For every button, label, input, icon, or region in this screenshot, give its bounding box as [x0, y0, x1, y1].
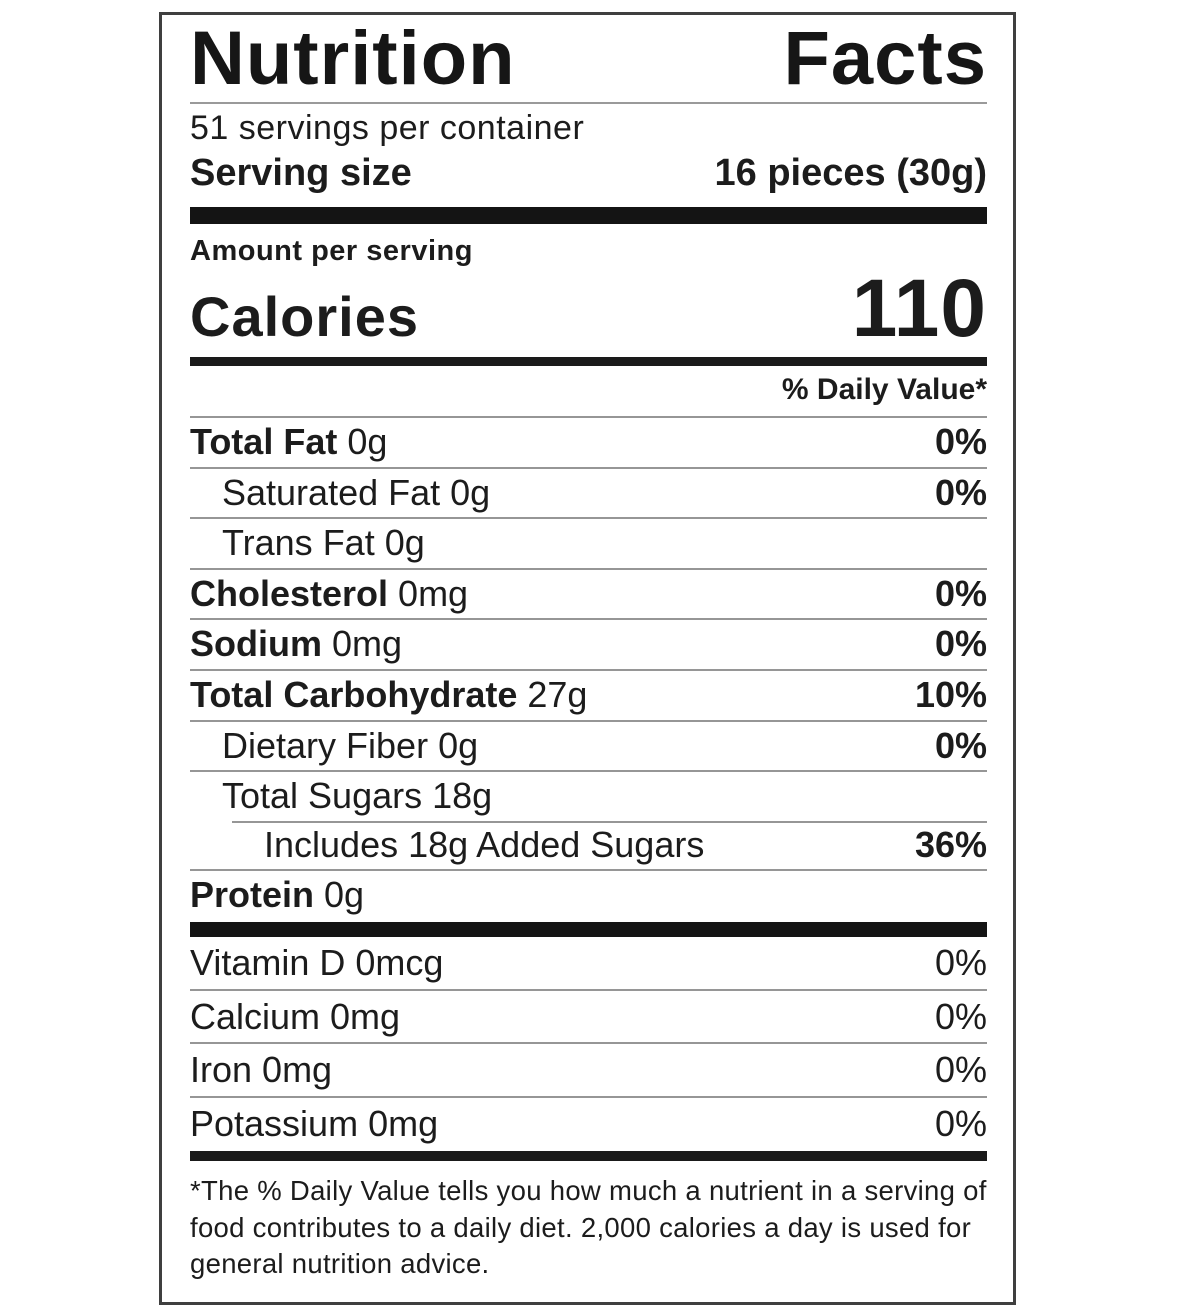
- micronutrient-name-group: Iron 0mg: [190, 1050, 332, 1090]
- calories-value: 110: [851, 263, 987, 355]
- servings-per-container: 51 servings per container: [190, 109, 585, 148]
- divider-medium-calories: [190, 357, 987, 367]
- nutrition-facts-label: Nutrition Facts 51 servings per containe…: [159, 12, 1016, 1305]
- micronutrient-daily-value: 0%: [934, 941, 987, 983]
- micronutrient-row-vitamin-d: Vitamin D 0mcg 0%: [190, 937, 987, 989]
- nutrient-name: Total Carbohydrate: [190, 674, 518, 716]
- nutrient-name-group: Total Fat 0g: [190, 422, 387, 462]
- micronutrient-name-group: Potassium 0mg: [190, 1104, 438, 1144]
- calories-label: Calories: [190, 285, 419, 349]
- nutrient-row-added-sugars: Includes 18g Added Sugars 36%: [190, 820, 987, 870]
- nutrient-name: Includes 18g Added Sugars: [264, 823, 705, 865]
- nutrient-amount: 0g: [347, 421, 388, 463]
- nutrient-name: Total Sugars: [222, 775, 423, 817]
- divider-thick-bottom: [190, 921, 987, 937]
- nutrient-amount: 0mg: [398, 572, 469, 614]
- nutrient-name-group: Dietary Fiber 0g: [190, 726, 478, 766]
- nutrient-name: Dietary Fiber: [222, 724, 429, 766]
- calories-row: Calories 110: [190, 263, 987, 355]
- nutrient-row-trans-fat: Trans Fat 0g: [190, 517, 987, 568]
- nutrient-name-group: Total Sugars 18g: [190, 776, 492, 816]
- divider-medium-bottom: [190, 1151, 987, 1162]
- nutrient-name-group: Includes 18g Added Sugars: [190, 825, 704, 865]
- nutrient-row-cholesterol: Cholesterol 0mg 0%: [190, 567, 987, 619]
- nutrient-daily-value: 0%: [934, 572, 987, 614]
- nutrient-name-group: Cholesterol 0mg: [190, 574, 468, 614]
- nutrient-daily-value: 0%: [934, 421, 987, 463]
- micronutrient-daily-value: 0%: [934, 1102, 987, 1144]
- nutrient-name-group: Protein 0g: [190, 875, 364, 915]
- micronutrient-name-group: Calcium 0mg: [190, 995, 401, 1037]
- serving-size-label: Serving size: [190, 152, 412, 195]
- micronutrient-row-iron: Iron 0mg 0%: [190, 1042, 987, 1096]
- amount-per-serving: Amount per serving: [190, 235, 473, 268]
- micronutrient-row-potassium: Potassium 0mg 0%: [190, 1095, 987, 1150]
- nutrient-row-saturated-fat: Saturated Fat 0g 0%: [190, 466, 987, 518]
- nutrient-row-total-fat: Total Fat 0g 0%: [190, 416, 987, 467]
- serving-size-value: 16 pieces (30g): [714, 152, 987, 195]
- nutrient-daily-value: 0%: [934, 724, 987, 766]
- nutrient-rows: Total Fat 0g 0% Saturated Fat 0g 0% Trans …: [190, 416, 987, 920]
- micronutrient-row-calcium: Calcium 0mg 0%: [190, 988, 987, 1043]
- micronutrient-amount: 0mg: [330, 995, 401, 1037]
- nutrient-name: Total Fat: [190, 421, 338, 463]
- nutrient-daily-value: 0%: [934, 471, 987, 513]
- micronutrient-amount: 0mg: [368, 1102, 439, 1144]
- nutrient-name-group: Sodium 0mg: [190, 624, 402, 664]
- micronutrient-rows: Vitamin D 0mcg 0% Calcium 0mg 0% Iron 0mg 0…: [190, 937, 987, 1149]
- nutrient-row-total-sugars: Total Sugars 18g: [190, 770, 987, 821]
- label-title: Nutrition Facts: [190, 16, 987, 101]
- nutrient-name-group: Total Carbohydrate 27g: [190, 675, 587, 715]
- nutrient-amount: 0g: [324, 874, 365, 916]
- nutrient-daily-value: 36%: [914, 823, 987, 865]
- daily-value-header: % Daily Value*: [781, 373, 987, 407]
- nutrient-amount: 0g: [438, 724, 479, 766]
- nutrient-name: Saturated Fat: [222, 471, 441, 513]
- micronutrient-daily-value: 0%: [934, 1049, 987, 1091]
- nutrient-row-dietary-fiber: Dietary Fiber 0g 0%: [190, 719, 987, 771]
- nutrient-amount: 27g: [527, 674, 588, 716]
- nutrient-daily-value: 10%: [914, 674, 987, 716]
- micronutrient-amount: 0mg: [262, 1049, 333, 1091]
- rule-under-title: [190, 102, 987, 105]
- nutrient-name-group: Trans Fat 0g: [190, 523, 425, 563]
- micronutrient-name: Iron: [190, 1049, 253, 1091]
- nutrient-row-protein: Protein 0g: [190, 869, 987, 920]
- nutrient-row-sodium: Sodium 0mg 0%: [190, 618, 987, 669]
- nutrient-name: Trans Fat: [222, 522, 375, 564]
- nutrient-name-group: Saturated Fat 0g: [190, 473, 490, 513]
- serving-size-row: Serving size 16 pieces (30g): [190, 152, 987, 195]
- micronutrient-daily-value: 0%: [934, 995, 987, 1037]
- nutrient-amount: 18g: [432, 775, 493, 817]
- nutrient-name: Sodium: [190, 623, 322, 665]
- micronutrient-amount: 0mcg: [355, 941, 444, 983]
- nutrient-amount: 0mg: [332, 623, 403, 665]
- nutrient-name: Protein: [190, 874, 315, 916]
- micronutrient-name: Vitamin D: [190, 941, 346, 983]
- daily-value-footnote: *The % Daily Value tells you how much a …: [190, 1175, 987, 1279]
- divider-thick-top: [190, 207, 987, 225]
- nutrient-row-total-carbohydrate: Total Carbohydrate 27g 10%: [190, 669, 987, 720]
- micronutrient-name: Potassium: [190, 1102, 359, 1144]
- nutrient-amount: 0g: [384, 522, 425, 564]
- micronutrient-name: Calcium: [190, 995, 321, 1037]
- micronutrient-name-group: Vitamin D 0mcg: [190, 943, 443, 983]
- nutrient-name: Cholesterol: [190, 572, 389, 614]
- nutrient-amount: 0g: [450, 471, 491, 513]
- nutrient-daily-value: 0%: [934, 623, 987, 665]
